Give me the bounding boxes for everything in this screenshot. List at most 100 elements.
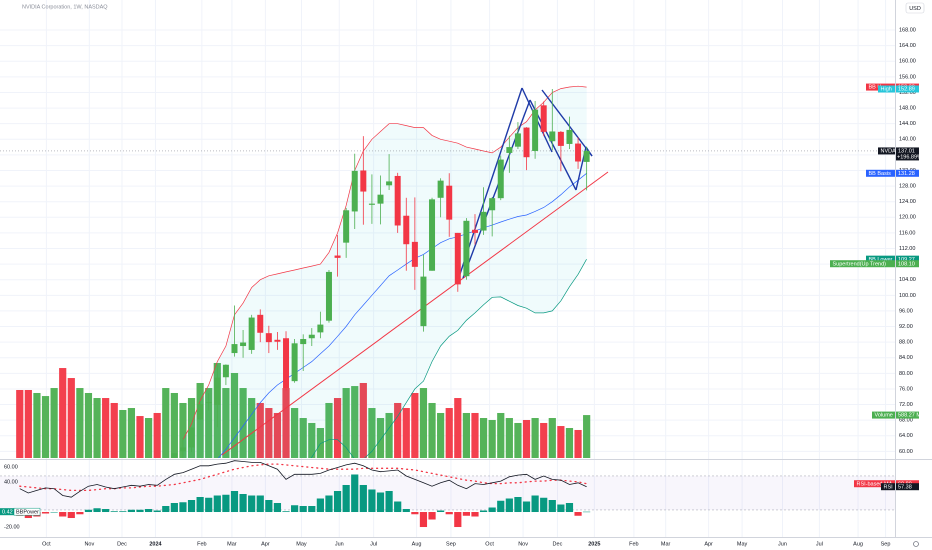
volume-bar [33, 392, 41, 458]
pattern-line [462, 99, 531, 279]
volume-bar [222, 388, 230, 458]
y-tick-label: 168.00 [899, 27, 916, 33]
volume-layer [16, 363, 591, 458]
bbpower-bar [557, 504, 565, 513]
candle-body [514, 133, 521, 147]
tag-name-box [872, 411, 895, 419]
bbpower-bar [110, 511, 118, 513]
volume-bar [325, 402, 333, 458]
y-tick-label: 72.00 [899, 402, 913, 408]
y-tick-label: 116.00 [899, 230, 915, 236]
bbpower-bar [368, 489, 376, 513]
bbpower-bar [41, 512, 50, 514]
candle-body [497, 159, 504, 199]
tag-name-box [878, 85, 895, 93]
candle-body [368, 203, 375, 205]
settings-icon[interactable] [913, 541, 919, 547]
volume-bar [445, 408, 453, 458]
bbpower-bar [402, 509, 410, 513]
bbpower-bar [144, 509, 153, 513]
rsi-band-fill [0, 475, 895, 510]
volume-bar [239, 388, 247, 458]
tag-name-box [866, 255, 895, 263]
bbpower-bar [359, 484, 367, 513]
volume-bar [93, 398, 101, 458]
bbpower-bar [299, 506, 307, 513]
bbpower-bar [565, 503, 574, 513]
x-tick-label: 2025 [588, 541, 600, 547]
volume-bar [351, 386, 359, 458]
bbpower-bar [50, 512, 58, 513]
volume-bar [110, 402, 118, 458]
candle-body [575, 143, 582, 162]
volume-bar [248, 398, 256, 458]
volume-bar [394, 402, 402, 458]
volume-bar [170, 392, 178, 458]
bbpower-bar [76, 512, 84, 515]
bbpower-bar [419, 512, 428, 528]
volume-bar [102, 398, 110, 458]
x-tick-label: Aug [412, 541, 422, 547]
tag-name: BB Lower [869, 257, 893, 263]
candle-body [566, 129, 573, 144]
volume-bar [548, 418, 556, 458]
lower-panel [0, 460, 895, 528]
x-tick-label: Jun [778, 541, 787, 547]
candle-body [549, 131, 556, 142]
lower-tick-label: 40.00 [4, 479, 18, 485]
x-tick-label: Mar [661, 541, 671, 547]
bbpower-bar [291, 505, 299, 513]
bbpower-bar [316, 498, 324, 513]
candle-body [489, 198, 496, 211]
axes: Oct Nov Dec 2024 Feb Mar Apr May Jun Jul Aug Sep Oct… [4, 27, 916, 547]
candle-body [557, 131, 564, 146]
candle-body [197, 404, 204, 420]
volume-bar [385, 412, 393, 458]
candle-body [283, 338, 290, 389]
currency[interactable]: USD [909, 6, 921, 12]
candle-body [222, 364, 229, 378]
volume-bar [256, 402, 264, 458]
bbpower-bar [162, 506, 170, 513]
volume-bar [265, 408, 273, 458]
candle-body [343, 210, 350, 243]
bbpower-bar [376, 492, 385, 513]
candle-body [386, 181, 393, 186]
tag-name-box [866, 169, 895, 177]
y-tick-label: 100.00 [899, 293, 916, 299]
bbpower-name: BBPower [16, 509, 39, 515]
volume-bar [368, 408, 376, 458]
volume-bar [59, 368, 67, 458]
y-tick-label: 84.00 [899, 355, 913, 361]
candle-body [420, 276, 427, 327]
volume-bar [136, 416, 144, 458]
candle-body [360, 170, 367, 192]
candle-body [437, 180, 444, 198]
tag-value: 108.10 [898, 261, 915, 267]
bbpower-bar [205, 497, 213, 513]
y-tick-label: 68.00 [899, 418, 913, 424]
tag-value: 152.89 [898, 87, 915, 93]
volume-bar [179, 402, 187, 458]
bbpower-bar [445, 512, 453, 515]
currency-box[interactable] [905, 2, 925, 14]
bbpower-bar [127, 509, 136, 513]
volume-bar [497, 412, 505, 458]
y-tick-label: 144.00 [899, 121, 916, 127]
volume-bar [557, 426, 565, 458]
y-tick-label: 152.00 [899, 90, 916, 96]
volume-bar [479, 418, 488, 458]
x-tick-label: May [737, 541, 748, 547]
volume-bar [565, 428, 574, 458]
bbpower-bar [308, 506, 316, 513]
y-tick-label: 148.00 [899, 106, 916, 112]
bbpower-bar [222, 494, 230, 513]
candle-body [300, 339, 307, 345]
candle-body [506, 147, 513, 153]
candle-body [265, 333, 272, 343]
volume-bar [514, 422, 522, 458]
volume-bar [522, 419, 531, 458]
tag-name: BB Basis [869, 171, 892, 177]
volume-bar [24, 389, 32, 458]
volume-bar [41, 396, 50, 458]
